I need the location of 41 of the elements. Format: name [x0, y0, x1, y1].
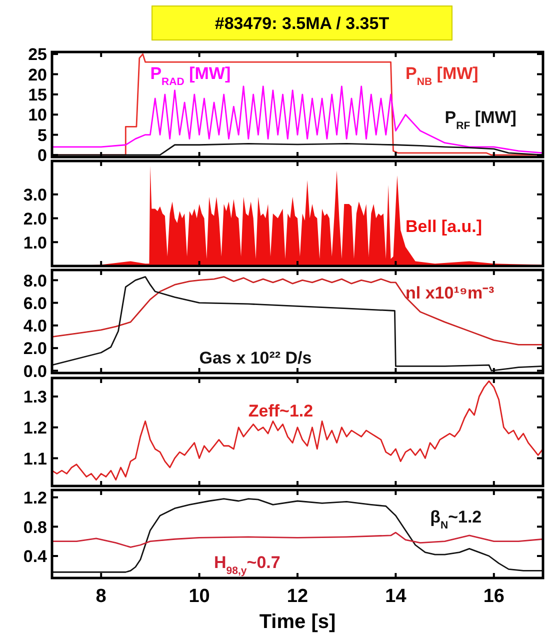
series-label: P$_{RAD}$ [MW] [150, 64, 231, 88]
line-series [52, 380, 543, 481]
y-tick-label: 1.3 [23, 388, 47, 407]
x-tick-label: 10 [188, 586, 210, 607]
series-label: Bell [a.u.] [406, 217, 482, 236]
x-tick-label: 14 [385, 586, 407, 607]
line-series [52, 86, 543, 154]
series-label: H$_{98,y}$~0.7 [214, 553, 280, 578]
line-series [52, 532, 543, 548]
x-tick-label: 8 [96, 586, 106, 607]
y-tick-label: 20 [28, 65, 47, 84]
y-tick-label: 5 [38, 126, 47, 145]
line-series [52, 276, 543, 346]
y-tick-label: 25 [28, 45, 47, 64]
x-axis-title: Time [s] [259, 611, 336, 633]
y-tick-label: 2.0 [23, 209, 47, 228]
y-tick-label: 3.0 [23, 186, 47, 205]
series-label: β$_{N}$~1.2 [430, 507, 482, 532]
y-tick-label: 1.1 [23, 449, 47, 468]
text: Gas x 10²² D/s [199, 348, 312, 368]
y-tick-label: 6.0 [23, 294, 47, 313]
series-label: Zeff~1.2 [248, 401, 314, 420]
y-tick-label: 4.0 [23, 316, 47, 336]
y-tick-label: 10 [28, 106, 47, 125]
line-series [52, 276, 543, 372]
chart-title: #83479: 3.5MA / 3.35T [214, 14, 390, 34]
y-tick-label: 15 [28, 86, 47, 105]
y-tick-label: 8.0 [23, 271, 47, 290]
y-tick-label: 0 [38, 146, 47, 166]
y-tick-label: 1.2 [23, 418, 47, 438]
series-label: P$_{NB}$ [MW] [406, 64, 478, 88]
x-tick-label: 16 [483, 586, 504, 607]
y-tick-label: 0.4 [23, 547, 48, 566]
series-label: P$_{RF}$ [MW] [444, 108, 516, 132]
y-tick-label: 1.0 [23, 233, 47, 252]
y-tick-label: 1.2 [23, 488, 47, 508]
y-tick-label: 0.0 [23, 362, 47, 381]
y-tick-label: 0.8 [23, 518, 47, 537]
series-label: nl x10¹⁹m⁻³ [406, 284, 495, 303]
y-tick-label: 2.0 [23, 339, 47, 358]
x-tick-label: 12 [286, 586, 308, 607]
